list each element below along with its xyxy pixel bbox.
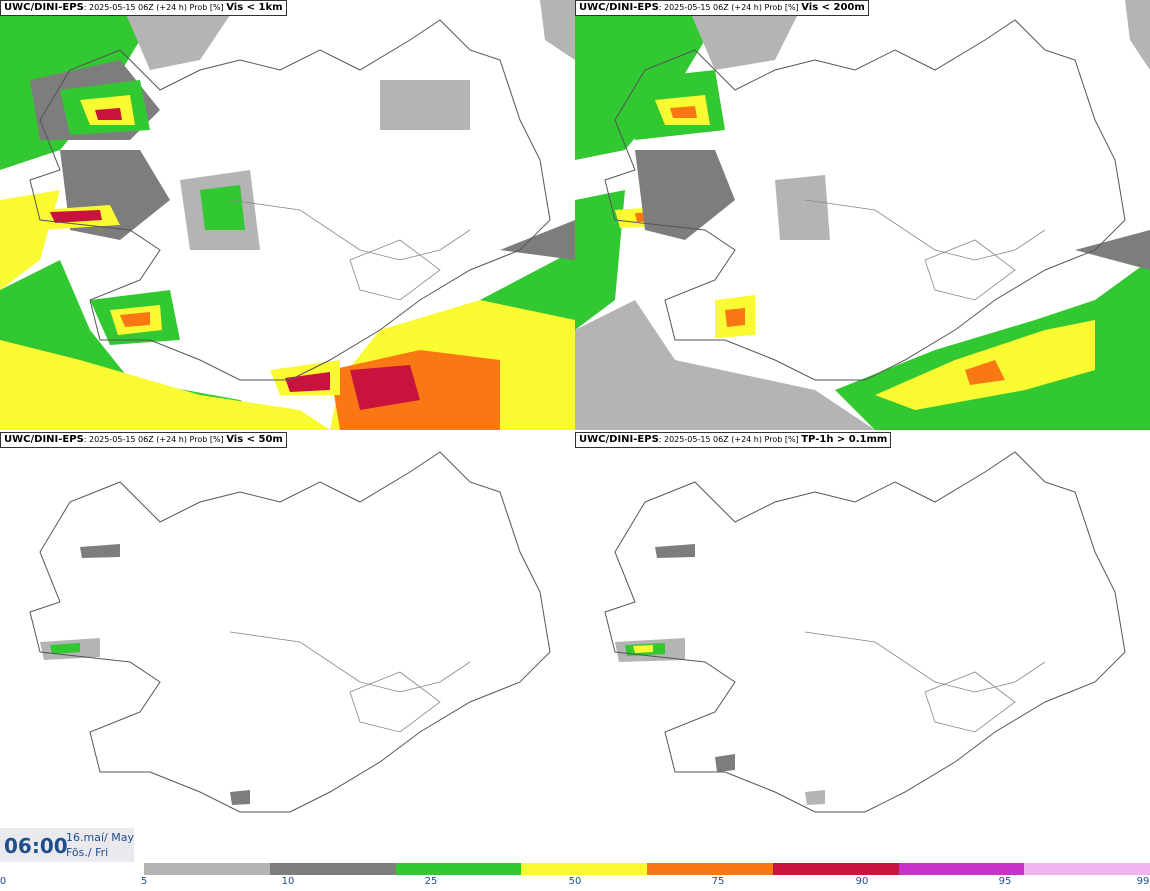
legend-segment	[395, 863, 522, 875]
model-name: UWC/DINI-EPS	[4, 2, 84, 13]
legend-segment	[647, 863, 773, 875]
map-panel-vis-200m: UWC/DINI-EPS: 2025-05-15 06Z (+24 h) Pro…	[575, 0, 1150, 430]
panel-title: UWC/DINI-EPS: 2025-05-15 06Z (+24 h) Pro…	[575, 0, 869, 16]
legend-segment	[269, 863, 396, 875]
panel-title: UWC/DINI-EPS: 2025-05-15 06Z (+24 h) Pro…	[0, 432, 287, 448]
legend-segment	[1024, 863, 1150, 875]
legend-segment	[772, 863, 899, 875]
legend-segment	[144, 863, 270, 875]
panel-title: UWC/DINI-EPS: 2025-05-15 06Z (+24 h) Pro…	[0, 0, 287, 16]
valid-date: 16.maí/ May	[66, 831, 134, 844]
legend-segment	[521, 863, 647, 875]
map-vis-50m	[0, 432, 575, 862]
map-vis-200m	[575, 0, 1150, 430]
map-panel-vis-1km: UWC/DINI-EPS: 2025-05-15 06Z (+24 h) Pro…	[0, 0, 575, 430]
parameter-label: Vis < 200m	[801, 2, 865, 13]
model-name: UWC/DINI-EPS	[4, 434, 84, 445]
model-name: UWC/DINI-EPS	[579, 2, 659, 13]
legend-segment	[898, 863, 1025, 875]
valid-hour: 06:00	[4, 834, 68, 858]
legend-tick-label: 75	[711, 876, 725, 887]
parameter-label: Vis < 1km	[226, 2, 283, 13]
map-vis-1km	[0, 0, 575, 430]
run-info: : 2025-05-15 06Z (+24 h) Prob [%]	[83, 3, 227, 12]
legend-tick-label: 99	[1136, 876, 1150, 887]
panel-title: UWC/DINI-EPS: 2025-05-15 06Z (+24 h) Pro…	[575, 432, 892, 448]
legend-tick-label: 90	[855, 876, 869, 887]
model-name: UWC/DINI-EPS	[579, 434, 659, 445]
parameter-label: TP-1h > 0.1mm	[801, 434, 888, 445]
legend-tick-labels: 0 5 10 25 50 75 90 95 99	[0, 876, 1150, 890]
legend-colorbar	[144, 863, 1150, 875]
legend-tick-label: 10	[281, 876, 295, 887]
legend-tick-label: 25	[424, 876, 438, 887]
parameter-label: Vis < 50m	[226, 434, 283, 445]
valid-time-box: 06:00 16.maí/ May Fös./ Fri	[0, 828, 134, 862]
map-panel-tp-1h: UWC/DINI-EPS: 2025-05-15 06Z (+24 h) Pro…	[575, 432, 1150, 862]
legend-tick-label: 95	[998, 876, 1012, 887]
map-tp-1h	[575, 432, 1150, 862]
valid-day: Fös./ Fri	[66, 846, 109, 859]
map-panel-vis-50m: UWC/DINI-EPS: 2025-05-15 06Z (+24 h) Pro…	[0, 432, 575, 862]
legend-tick-label: 5	[140, 876, 148, 887]
run-info: : 2025-05-15 06Z (+24 h) Prob [%]	[658, 435, 802, 444]
legend-tick-label: 0	[0, 876, 7, 887]
run-info: : 2025-05-15 06Z (+24 h) Prob [%]	[658, 3, 802, 12]
legend-tick-label: 50	[568, 876, 582, 887]
run-info: : 2025-05-15 06Z (+24 h) Prob [%]	[83, 435, 227, 444]
